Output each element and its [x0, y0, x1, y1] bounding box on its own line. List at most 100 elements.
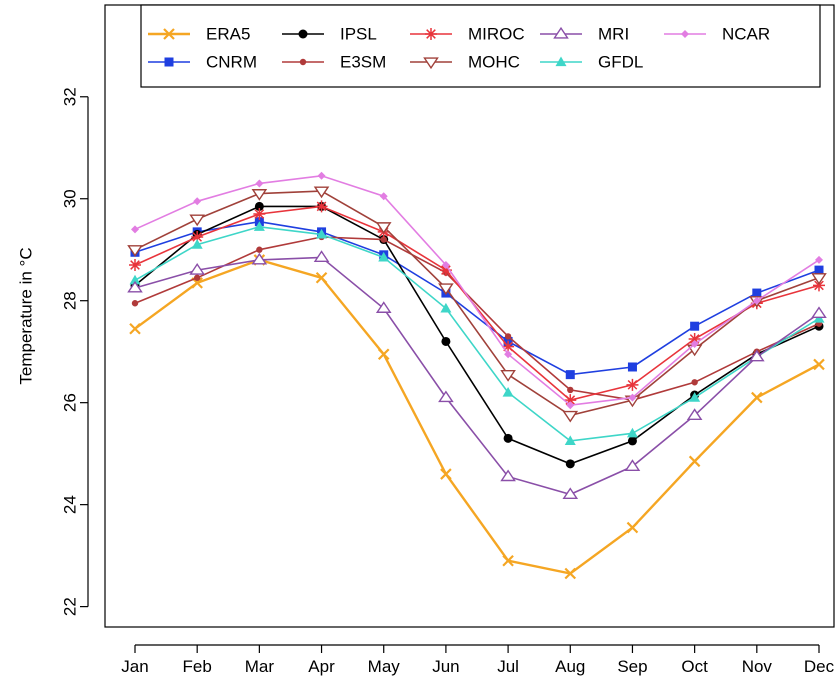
data-point-cnrm: [752, 288, 762, 298]
y-tick-label: 28: [61, 291, 80, 310]
series-line-cnrm: [134, 220, 820, 376]
data-point-ipsl: [254, 201, 264, 211]
data-point-gfdl: [689, 392, 701, 402]
legend-item-ipsl: IPSL: [282, 25, 377, 44]
x-tick-label: Dec: [804, 657, 835, 676]
data-point-mohc: [189, 214, 205, 227]
data-point-miroc: [813, 279, 825, 292]
x-tick-label: Apr: [308, 657, 335, 676]
data-point-gfdl: [378, 251, 390, 262]
data-point-e3sm: [193, 274, 201, 281]
data-point-era5: [502, 554, 514, 567]
x-tick-label: Oct: [681, 657, 708, 676]
series-ipsl: [130, 201, 824, 469]
y-axis-title: Temperature in °C: [17, 247, 36, 384]
x-tick-label: Jun: [432, 657, 459, 676]
y-tick-label: 26: [61, 393, 80, 412]
series-line-mohc: [134, 190, 820, 417]
legend-item-e3sm: E3SM: [282, 53, 386, 72]
data-point-gfdl: [191, 239, 203, 249]
data-point-ncar: [379, 192, 388, 201]
legend-item-ncar: NCAR: [664, 25, 770, 44]
data-point-era5: [688, 455, 701, 468]
data-point-mri: [749, 349, 765, 362]
legend-box: [140, 4, 821, 88]
legend-item-mohc: MOHC: [410, 53, 520, 72]
data-point-miroc: [626, 378, 639, 391]
data-point-mohc: [438, 283, 454, 296]
y-tick-label: 30: [61, 189, 80, 208]
legend-marker-ipsl: [298, 29, 308, 39]
legend-marker-cnrm: [164, 57, 174, 67]
data-point-gfdl: [316, 228, 328, 239]
series-line-ipsl: [134, 205, 820, 465]
data-point-e3sm: [691, 379, 698, 386]
legend-marker-ncar: [681, 30, 689, 38]
data-point-mri: [313, 250, 330, 262]
data-point-era5: [315, 271, 328, 284]
data-point-ncar: [317, 171, 326, 180]
data-point-gfdl: [564, 435, 576, 446]
data-point-era5: [626, 521, 639, 534]
data-point-miroc: [315, 200, 328, 213]
y-tick-label: 32: [61, 87, 80, 106]
x-tick-label: Mar: [245, 657, 275, 676]
data-point-ipsl: [503, 433, 513, 443]
data-point-ipsl: [627, 436, 637, 446]
series-line-e3sm: [134, 236, 820, 401]
data-point-e3sm: [256, 246, 263, 253]
data-point-miroc: [502, 340, 515, 353]
data-point-mri: [624, 459, 641, 472]
legend-item-era5: ERA5: [148, 25, 250, 44]
x-tick-label: Jul: [497, 657, 519, 676]
data-point-mri: [438, 390, 454, 403]
data-point-ipsl: [565, 459, 575, 469]
data-point-era5: [129, 322, 141, 335]
data-point-miroc: [253, 208, 266, 221]
x-tick-label: Nov: [742, 657, 773, 676]
legend-label: MRI: [598, 25, 629, 44]
data-point-gfdl: [253, 221, 265, 231]
data-point-ncar: [690, 340, 699, 349]
legend-item-gfdl: GFDL: [540, 53, 643, 72]
data-point-miroc: [688, 332, 701, 345]
legend-label: MIROC: [468, 25, 525, 44]
series-ncar: [131, 171, 823, 410]
data-point-miroc: [129, 259, 141, 272]
data-point-ncar: [815, 255, 823, 264]
legend-label: GFDL: [598, 53, 643, 72]
data-point-mohc: [251, 189, 268, 201]
legend-item-miroc: MIROC: [410, 25, 525, 44]
series-mri: [127, 250, 827, 500]
data-point-ipsl: [441, 336, 451, 346]
series-line-era5: [134, 258, 820, 575]
data-point-gfdl: [502, 386, 514, 397]
legend: ERA5 CNRM IPSL E3SM MIROC MOHC MRI GFDL NCAR: [140, 4, 821, 88]
data-point-miroc: [564, 394, 577, 407]
data-point-mri: [375, 301, 392, 313]
series-line-gfdl: [134, 225, 820, 442]
data-point-cnrm: [627, 362, 637, 372]
x-tick-label: May: [368, 657, 401, 676]
legend-marker-era5: [163, 28, 175, 40]
series-layer: [127, 171, 827, 580]
x-tick-label: Jan: [121, 657, 148, 676]
y-tick-label: 24: [61, 495, 80, 514]
data-point-mohc: [811, 273, 827, 285]
data-point-gfdl: [440, 302, 452, 313]
y-tick-label: 22: [61, 597, 80, 616]
data-point-gfdl: [129, 274, 141, 285]
data-point-era5: [440, 468, 452, 480]
data-point-era5: [751, 391, 763, 404]
legend-label: MOHC: [468, 53, 520, 72]
data-point-ncar: [193, 197, 202, 206]
x-tick-label: Aug: [555, 657, 585, 676]
data-point-gfdl: [626, 427, 638, 438]
x-tick-label: Sep: [617, 657, 647, 676]
series-line-ncar: [134, 174, 820, 407]
data-point-mri: [189, 263, 205, 275]
data-point-ncar: [441, 261, 450, 270]
data-point-mri: [562, 487, 579, 500]
data-point-cnrm: [565, 370, 575, 380]
data-point-mohc: [127, 245, 143, 257]
